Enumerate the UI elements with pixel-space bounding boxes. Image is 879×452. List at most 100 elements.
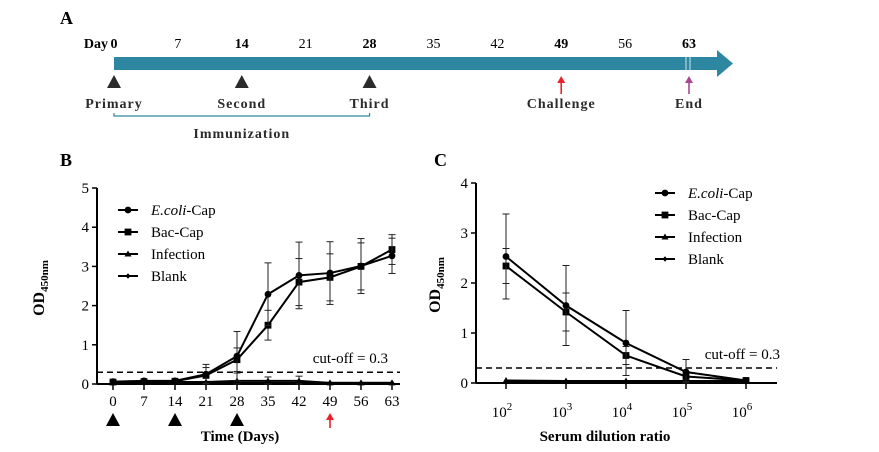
- challenge-arrow-icon: [326, 413, 334, 428]
- data-point: [202, 370, 210, 378]
- timeline-day-label: 7: [174, 37, 181, 52]
- x-tick-label: 102: [492, 401, 513, 421]
- legend-marker: [124, 228, 132, 236]
- legend-item: E.coli-Cap: [118, 203, 216, 219]
- panel-label-a: A: [60, 8, 73, 28]
- legend-item: Infection: [118, 247, 206, 263]
- panel-b-chart: B 0 1 2 3 4 5 0 7 14 21 28 35 42 49 56 63 Time (Days) OD4…: [31, 150, 400, 445]
- legend-marker: [661, 189, 669, 197]
- timeline-event-label: Second: [217, 97, 266, 112]
- immunization-triangle-icon: [106, 413, 120, 426]
- x-tick-exponent: 6: [747, 401, 753, 413]
- timeline-bar: [114, 50, 733, 77]
- series-line: [112, 254, 393, 383]
- challenge-arrow-icon-head: [326, 413, 334, 420]
- data-point: [295, 272, 303, 279]
- data-point: [388, 379, 396, 386]
- immunization-triangle-icon: [168, 413, 182, 426]
- end-arrow-icon: [685, 76, 693, 94]
- x-tick-label: 106: [732, 401, 753, 421]
- legend-label: Infection: [688, 230, 743, 246]
- data-point: [502, 377, 510, 383]
- x-axis-label: Serum dilution ratio: [540, 429, 671, 445]
- immunization-triangle-icon: [107, 75, 121, 88]
- y-axis-label-subscript: 450nm: [39, 260, 51, 292]
- bracket-label: Immunization: [193, 127, 290, 142]
- timeline-day-label: 35: [426, 37, 440, 52]
- data-point: [502, 253, 510, 260]
- legend-marker: [124, 250, 132, 257]
- data-point: [357, 379, 365, 386]
- legend: E.coli-Cap Bac-Cap Infection Blank: [118, 203, 216, 285]
- legend-item: Blank: [118, 269, 187, 285]
- challenge-arrow-icon: [557, 76, 566, 94]
- x-tick-label: 14: [168, 394, 184, 410]
- timeline-day-label: 49: [554, 37, 568, 52]
- x-tick-label: 104: [612, 401, 633, 421]
- timeline-day-labels: Day 0 7 14 21 28 35 42 49 56 63: [84, 37, 696, 52]
- data-point: [682, 368, 690, 376]
- y-tick-label: 1: [461, 326, 469, 342]
- data-point: [109, 378, 117, 386]
- y-axis-label: OD450nm: [427, 257, 447, 313]
- cutoff-label: cut-off = 0.3: [313, 351, 388, 367]
- series-e-coli-cap: [109, 237, 396, 386]
- x-tick-label: 0: [109, 394, 117, 410]
- challenge-arrow-icon-head: [557, 76, 566, 83]
- x-tick-base: 10: [612, 405, 627, 421]
- timeline-day-label: 14: [235, 37, 249, 52]
- x-tick-base: 10: [672, 405, 687, 421]
- legend-label: Blank: [151, 269, 187, 285]
- data-point: [295, 377, 303, 384]
- x-tick-label: 35: [261, 394, 276, 410]
- immunization-bracket: Immunization: [113, 113, 371, 142]
- x-tick-label: 56: [354, 394, 370, 410]
- timeline-event-label: Primary: [85, 97, 143, 112]
- legend-item: Infection: [655, 230, 743, 246]
- x-tick-label: 21: [199, 394, 214, 410]
- timeline-event-label: Challenge: [527, 97, 596, 112]
- legend-item: E.coli-Cap: [655, 186, 753, 202]
- y-axis-label-main: OD: [31, 292, 48, 316]
- y-axis-label-subscript: 450nm: [435, 257, 447, 289]
- y-tick-label: 1: [82, 338, 90, 354]
- y-axis-label: OD450nm: [31, 260, 51, 316]
- x-tick-label: 103: [552, 401, 573, 421]
- legend-label: Bac-Cap: [151, 225, 203, 241]
- immunization-triangle-icon: [234, 75, 249, 88]
- cutoff-label: cut-off = 0.3: [705, 347, 780, 363]
- legend-marker: [124, 206, 132, 214]
- x-tick-base: 10: [732, 405, 747, 421]
- y-tick-label: 2: [82, 299, 90, 315]
- x-tick-exponent: 2: [507, 401, 513, 413]
- x-tick-label: 42: [292, 394, 307, 410]
- y-tick-label: 5: [82, 181, 90, 197]
- data-point: [326, 269, 334, 277]
- timeline-day-label: 42: [490, 37, 504, 52]
- x-axis-label: Time (Days): [201, 429, 279, 445]
- x-tick-label: 105: [672, 401, 693, 421]
- y-tick-label: 0: [461, 376, 469, 392]
- timeline-day-label: 63: [682, 37, 696, 52]
- x-tick-base: 10: [552, 405, 567, 421]
- timeline-day-prefix: Day: [84, 37, 108, 52]
- data-point: [264, 377, 272, 384]
- legend-label: E.coli-Cap: [150, 203, 216, 219]
- y-tick-label: 0: [82, 377, 90, 393]
- legend-marker: [661, 233, 669, 240]
- x-tick-base: 10: [492, 405, 507, 421]
- legend-label: Bac-Cap: [688, 208, 740, 224]
- timeline-event-label: Third: [350, 97, 390, 112]
- timeline-day-label: 0: [111, 37, 118, 52]
- legend-label: Infection: [151, 247, 206, 263]
- data-point: [233, 352, 241, 360]
- y-tick-label: 4: [461, 176, 469, 192]
- data-point: [562, 302, 570, 309]
- legend-label: E.coli-Cap: [687, 186, 753, 202]
- y-tick-label: 4: [82, 220, 90, 236]
- data-point: [388, 252, 396, 260]
- legend-label-rest: -Cap: [186, 203, 215, 219]
- x-tick-exponent: 4: [627, 401, 633, 413]
- panel-label-c: C: [434, 150, 447, 170]
